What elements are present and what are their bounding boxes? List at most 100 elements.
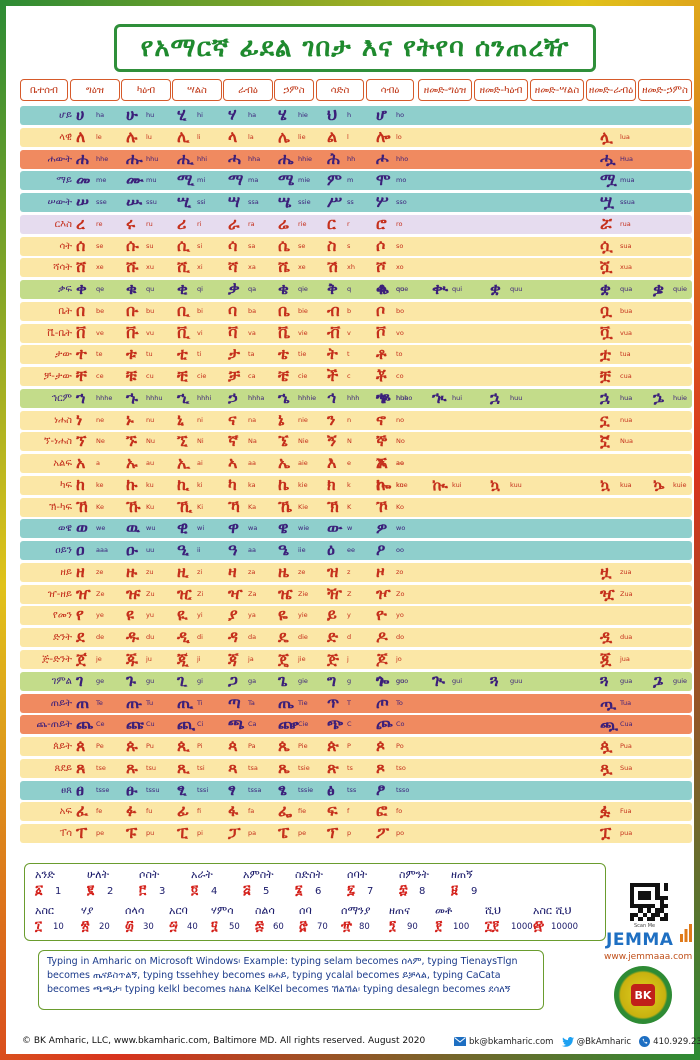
letter-glyph: ኝ [327, 431, 337, 451]
letter-typing: se [298, 241, 306, 250]
letter-typing: Pua [620, 742, 632, 751]
letter-glyph: ቴ [278, 344, 289, 364]
number-word: ሃያ [81, 904, 94, 917]
letter-glyph: ጤ [278, 692, 294, 712]
row-family-name: ርእስ [54, 218, 72, 230]
letter-glyph: ስ [327, 235, 337, 255]
qr-code[interactable] [630, 883, 668, 921]
letter-typing: zua [620, 567, 632, 576]
letter-glyph: እ [327, 453, 337, 473]
letter-typing: vua [620, 328, 632, 337]
letter-typing: T [347, 698, 351, 707]
letter-glyph: ይ [327, 605, 337, 625]
letter-glyph: ኲ [432, 474, 448, 494]
letter-typing: ge [96, 676, 105, 685]
jemma-url[interactable]: www.jemmaaa.com [604, 952, 693, 962]
table-row: ጅ-ድንት ጀ je ጁ ju ጂ ji ጃ ja ጄ jie ጅ j ጆ jo ጇ jua [20, 649, 692, 669]
letter-glyph: ዠ [76, 583, 91, 603]
letter-typing: wo [396, 524, 406, 533]
letter-typing: Nua [620, 437, 633, 446]
header-1: ቤተሰብ [20, 79, 68, 101]
letter-glyph: ዷ [600, 627, 613, 647]
number-glyph: ፳ [81, 919, 90, 934]
phone-number[interactable]: 410.929.2302 [653, 1037, 700, 1047]
letter-glyph: ጸ [76, 757, 86, 777]
letter-glyph: ቺ [177, 366, 188, 386]
letter-glyph: ቪ [177, 322, 190, 342]
letter-typing: vu [146, 328, 154, 337]
letter-typing: fu [146, 807, 153, 816]
row-family-name: ፐሳ [59, 828, 72, 840]
table-row: ጸደይ ጸ tse ጹ tsu ጺ tsi ጻ tsa ጼ tsie ጽ ts ጾ tso ጿ Sua [20, 757, 692, 778]
letter-glyph: ት [327, 344, 338, 364]
letter-glyph: ጩ [126, 714, 144, 734]
letter-glyph: ኴ [653, 474, 665, 494]
letter-glyph: ጊ [177, 670, 188, 690]
number-glyph: ፴ [125, 919, 134, 934]
letter-typing: tu [146, 350, 153, 359]
letter-glyph: ሹ [126, 257, 139, 277]
letter-glyph: ጔ [653, 670, 664, 690]
letter-typing: je [96, 655, 102, 663]
letter-typing: xe [96, 263, 104, 272]
letter-typing: ho [396, 111, 405, 119]
letter-typing: hie [298, 111, 308, 119]
email-link[interactable]: bk@bkamharic.com [469, 1037, 554, 1047]
number-value: 9 [471, 886, 478, 897]
letter-typing: b [347, 306, 352, 315]
letter-typing: gi [197, 676, 203, 685]
letter-typing: ve [96, 328, 104, 337]
letter-typing: cua [620, 372, 632, 381]
table-row: ዐይን ዐ aaa ዑ uu ዒ ii ዓ aa ዔ iie ዕ ee ዖ oo [20, 540, 692, 561]
table-row: ነሐስ ነ ne ኑ nu ኒ ni ና na ኔ nie ን n ኖ no ኗ nua [20, 410, 692, 430]
letter-glyph: ጹ [126, 757, 138, 777]
number-glyph: ፯ [347, 883, 355, 898]
number-value: 1000 [511, 922, 533, 932]
letter-glyph: ሺ [177, 257, 191, 277]
letter-typing: yi [197, 611, 203, 620]
letter-glyph: ቩ [126, 322, 139, 342]
letter-typing: Pie [298, 742, 308, 751]
letter-glyph: ዥ [327, 583, 342, 603]
letter-typing: Zie [298, 589, 309, 598]
number-word: አርባ [169, 904, 188, 917]
letter-glyph: ሱ [126, 235, 139, 255]
letter-typing: g [347, 676, 352, 685]
letter-typing: tsso [396, 785, 410, 794]
letter-glyph: ዐ [76, 540, 85, 560]
letter-typing: Tua [620, 698, 632, 707]
letter-glyph: ኚ [177, 431, 188, 451]
letter-glyph: ቷ [600, 344, 611, 364]
table-row: ገምል ገ ge ጉ gu ጊ gi ጋ ga ጌ gie ግ g ጎ go ጐ guo ጒ gui ጓ guu ጓ gua… [20, 670, 692, 691]
twitter-handle[interactable]: @BkAmharic [576, 1037, 632, 1047]
letter-glyph: ጄ [278, 649, 289, 668]
row-family-name: ጨ-ጠይት [36, 719, 72, 731]
letter-typing: Zu [146, 589, 155, 598]
letter-glyph: ኃ [228, 387, 238, 407]
letter-glyph: ዘ [76, 561, 85, 581]
letter-typing: Zo [396, 589, 405, 598]
letter-typing: huu [510, 393, 523, 402]
typing-text: Typing in Amharic on Microsoft Windows፡ … [47, 956, 518, 995]
letter-typing: hhh [347, 393, 360, 402]
letter-typing: yo [396, 611, 404, 620]
letter-glyph: ፖ [376, 823, 390, 843]
row-family-name: ቬ-ቤት [47, 327, 72, 339]
letter-glyph: ኀ [76, 387, 86, 407]
letter-glyph: ጁ [126, 649, 138, 668]
row-family-name: ጠይት [50, 697, 72, 709]
letter-glyph: ሸ [76, 257, 86, 277]
row-family-name: ማይ [56, 175, 72, 187]
letter-glyph: ሐ [76, 148, 89, 168]
letter-typing: jua [620, 655, 630, 663]
letter-glyph: ከ [76, 474, 85, 494]
letter-typing: xo [396, 263, 404, 272]
letter-typing: ni [197, 415, 203, 424]
letter-glyph: ፌ [278, 801, 293, 821]
letter-typing: ra [248, 219, 255, 228]
letter-typing: m [347, 176, 354, 185]
letter-typing: Ci [197, 720, 204, 729]
letter-glyph: ጪ [177, 714, 196, 734]
letter-glyph: ሆ [376, 105, 387, 124]
letter-typing: zo [396, 567, 404, 576]
